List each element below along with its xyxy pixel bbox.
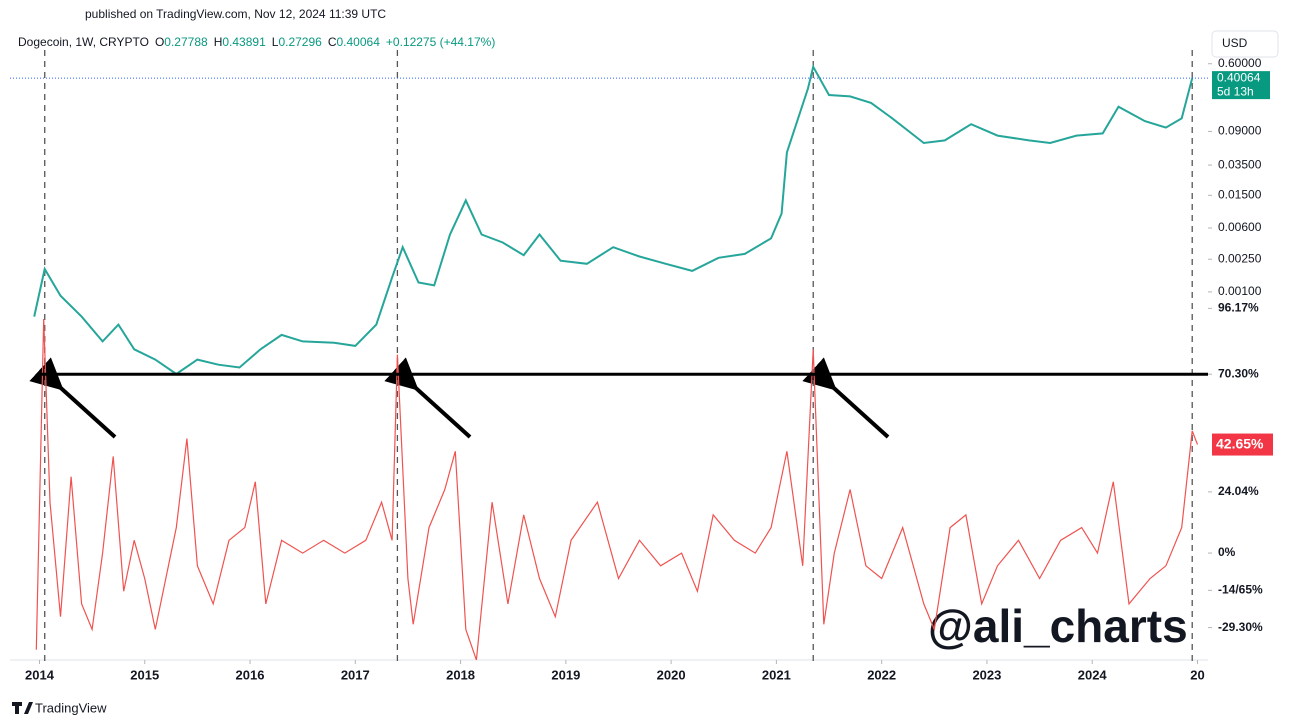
x-tick-label: 20: [1190, 667, 1204, 682]
brand-logo: [12, 702, 33, 714]
series-line: [35, 318, 1199, 661]
y-tick-label: 0.60000: [1218, 56, 1262, 70]
ohlc-key: C: [328, 35, 337, 49]
last-value-box: [1212, 433, 1273, 456]
arrow: [802, 357, 890, 439]
currency[interactable]: USD: [1222, 36, 1248, 50]
x-tick-label: 2022: [867, 667, 896, 682]
y-tick-label: 0%: [1218, 545, 1236, 559]
ohlc-key: L: [272, 35, 279, 49]
y-tick-label: -29.30%: [1218, 620, 1263, 634]
x-tick-label: 2018: [446, 667, 475, 682]
y-tick-label: 24.04%: [1218, 484, 1259, 498]
current-price: 0.40064: [1217, 70, 1261, 84]
y-tick-label: 0.01500: [1218, 187, 1262, 201]
currency-button[interactable]: [1211, 30, 1279, 58]
y-tick-label: 0.00250: [1218, 251, 1262, 265]
change: +0.12275 (+44.17%): [386, 35, 495, 49]
y-tick-label: 0.03500: [1218, 157, 1262, 171]
x-tick-label: 2021: [762, 667, 791, 682]
ohlc-value: 0.40064: [337, 35, 381, 49]
y-tick-label: 0.09000: [1218, 124, 1262, 138]
x-tick-label: 2024: [1078, 667, 1108, 682]
ohlc-value: 0.27788: [164, 35, 208, 49]
price-box: [1212, 71, 1270, 100]
watermark: @ali_charts: [928, 600, 1188, 652]
arrow: [29, 357, 117, 439]
countdown: 5d 13h: [1217, 84, 1254, 98]
x-tick-label: 2016: [236, 667, 265, 682]
brand: TradingView: [35, 700, 107, 715]
x-tick-label: 2020: [657, 667, 686, 682]
symbol: Dogecoin, 1W, CRYPTO: [18, 35, 149, 49]
ohlc-key: H: [214, 35, 223, 49]
y-tick-label: 96.17%: [1218, 301, 1259, 315]
ohlc-value: 0.43891: [222, 35, 266, 49]
ohlc-key: O: [155, 35, 164, 49]
ohlc-value: 0.27296: [278, 35, 322, 49]
x-tick-label: 2017: [341, 667, 370, 682]
arrow: [384, 357, 472, 439]
series-line: [33, 64, 1194, 376]
y-tick-label: 0.00100: [1218, 284, 1262, 298]
published-note: published on TradingView.com, Nov 12, 20…: [85, 7, 386, 21]
last-value: 42.65%: [1216, 435, 1264, 451]
y-tick-label: -14/65%: [1218, 583, 1263, 597]
y-tick-label: 70.30%: [1218, 366, 1259, 380]
x-tick-label: 2023: [972, 667, 1001, 682]
x-tick-label: 2015: [130, 667, 159, 682]
legend: Dogecoin, 1W, CRYPTO O0.27788 H0.43891 L0.2…: [18, 35, 495, 49]
x-tick-label: 2014: [25, 667, 55, 682]
x-tick-label: 2019: [551, 667, 580, 682]
y-tick-label: 0.00600: [1218, 220, 1262, 234]
